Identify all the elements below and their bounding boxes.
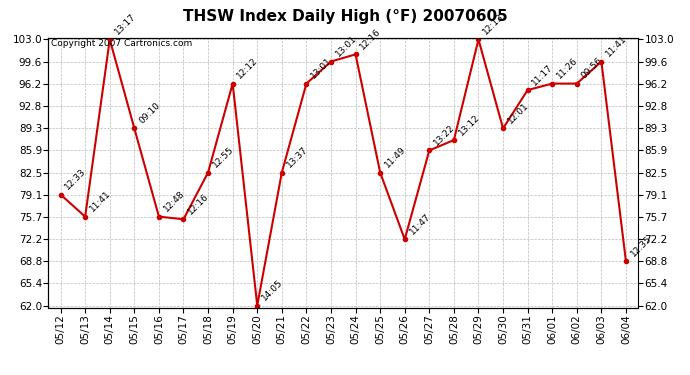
- Text: 12:13: 12:13: [481, 12, 506, 37]
- Text: 13:12: 13:12: [457, 113, 481, 137]
- Text: 12:01: 12:01: [506, 101, 531, 126]
- Text: 13:37: 13:37: [284, 145, 309, 170]
- Text: 11:49: 11:49: [383, 145, 408, 170]
- Text: THSW Index Daily High (°F) 20070605: THSW Index Daily High (°F) 20070605: [183, 9, 507, 24]
- Text: 11:47: 11:47: [408, 212, 432, 237]
- Text: 11:17: 11:17: [531, 63, 555, 87]
- Text: 09:56: 09:56: [580, 56, 604, 81]
- Text: 13:17: 13:17: [112, 12, 137, 37]
- Text: 12:55: 12:55: [211, 145, 235, 170]
- Text: 12:12: 12:12: [235, 56, 260, 81]
- Text: 12:48: 12:48: [161, 189, 186, 214]
- Text: 12:35: 12:35: [629, 234, 653, 259]
- Text: 12:33: 12:33: [63, 167, 88, 192]
- Text: Copyright 2007 Cartronics.com: Copyright 2007 Cartronics.com: [51, 39, 193, 48]
- Text: 13:01: 13:01: [309, 56, 334, 81]
- Text: 11:41: 11:41: [604, 34, 629, 59]
- Text: 11:41: 11:41: [88, 189, 112, 214]
- Text: 13:22: 13:22: [432, 123, 457, 148]
- Text: 09:10: 09:10: [137, 101, 161, 126]
- Text: 11:26: 11:26: [555, 56, 580, 81]
- Text: 12:16: 12:16: [186, 192, 211, 216]
- Text: 13:01: 13:01: [334, 34, 358, 59]
- Text: 12:16: 12:16: [358, 27, 383, 52]
- Text: 14:05: 14:05: [260, 278, 284, 303]
